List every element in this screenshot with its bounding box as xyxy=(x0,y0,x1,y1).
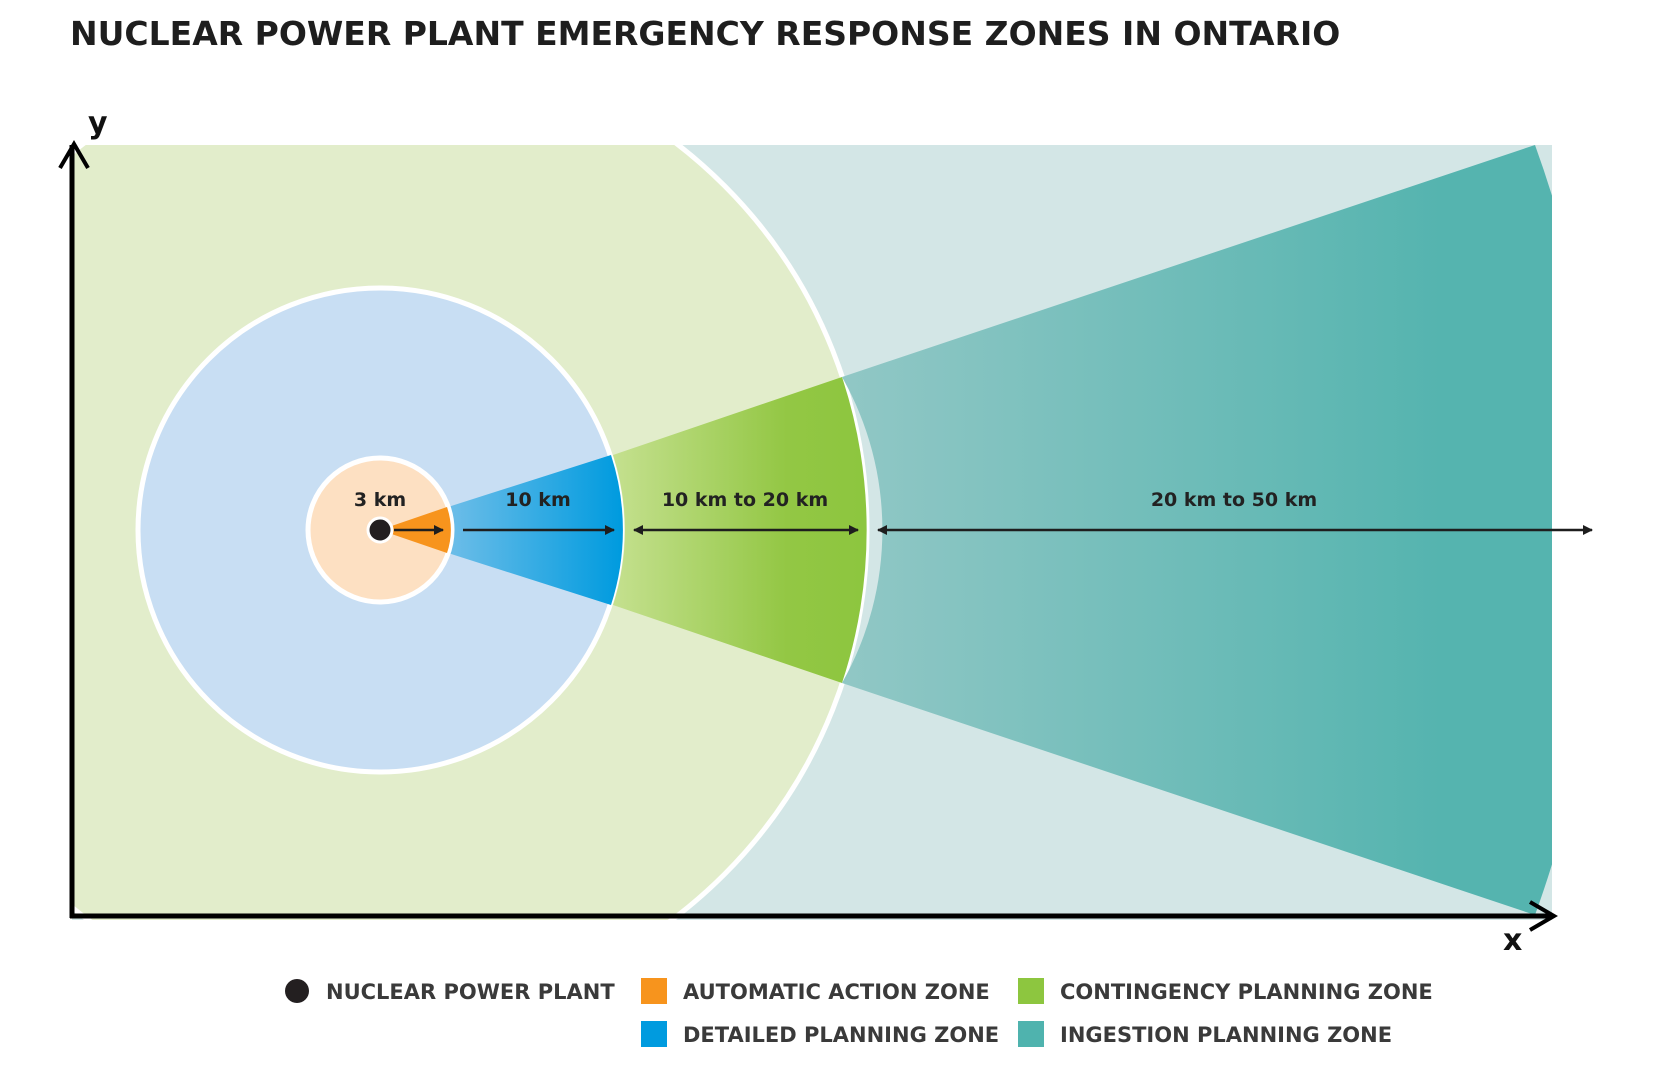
label-20-to-50km: 20 km to 50 km xyxy=(1151,489,1317,511)
legend-detailed-swatch xyxy=(641,1021,667,1047)
y-axis-arrowhead xyxy=(58,140,90,170)
y-axis-label: y xyxy=(88,106,108,141)
legend: NUCLEAR POWER PLANT AUTOMATIC ACTION ZON… xyxy=(285,978,1433,1047)
nuclear-power-plant-marker xyxy=(366,516,394,544)
label-10km: 10 km xyxy=(505,489,571,511)
x-axis-arrowhead xyxy=(1528,900,1558,932)
legend-ingestion-label: INGESTION PLANNING ZONE xyxy=(1060,1023,1392,1047)
legend-automatic-swatch xyxy=(641,978,667,1004)
label-10-to-20km: 10 km to 20 km xyxy=(662,489,828,511)
legend-contingency-swatch xyxy=(1018,978,1044,1004)
x-axis-label: x xyxy=(1503,923,1522,958)
legend-plant-swatch xyxy=(285,979,309,1003)
page-title: NUCLEAR POWER PLANT EMERGENCY RESPONSE Z… xyxy=(70,14,1340,53)
legend-detailed-label: DETAILED PLANNING ZONE xyxy=(683,1023,999,1047)
legend-ingestion-swatch xyxy=(1018,1021,1044,1047)
legend-automatic-label: AUTOMATIC ACTION ZONE xyxy=(683,980,990,1004)
legend-plant-label: NUCLEAR POWER PLANT xyxy=(326,980,615,1004)
legend-contingency-label: CONTINGENCY PLANNING ZONE xyxy=(1060,980,1433,1004)
label-3km: 3 km xyxy=(354,489,406,511)
